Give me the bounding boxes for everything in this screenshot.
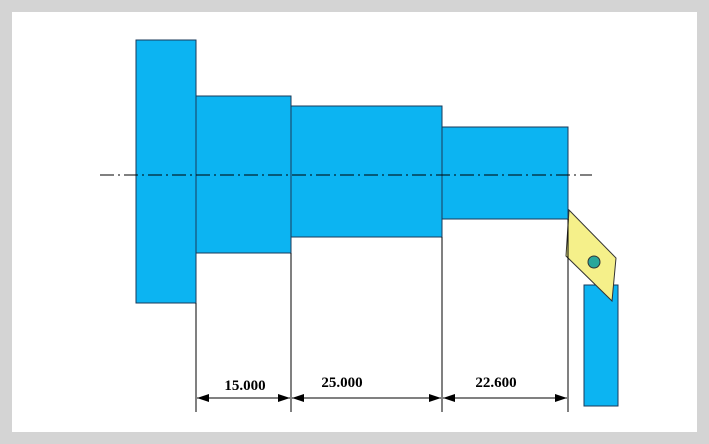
step-2 <box>290 105 443 238</box>
dimension-label: 25.000 <box>321 375 362 391</box>
dimension-label: 15.000 <box>224 378 265 394</box>
chuck <box>135 39 197 304</box>
tool-shank <box>583 284 619 407</box>
dimension-label: 22.600 <box>475 375 516 391</box>
insert-screw <box>587 255 601 269</box>
step-3 <box>441 126 569 220</box>
tool-insert <box>565 208 617 303</box>
